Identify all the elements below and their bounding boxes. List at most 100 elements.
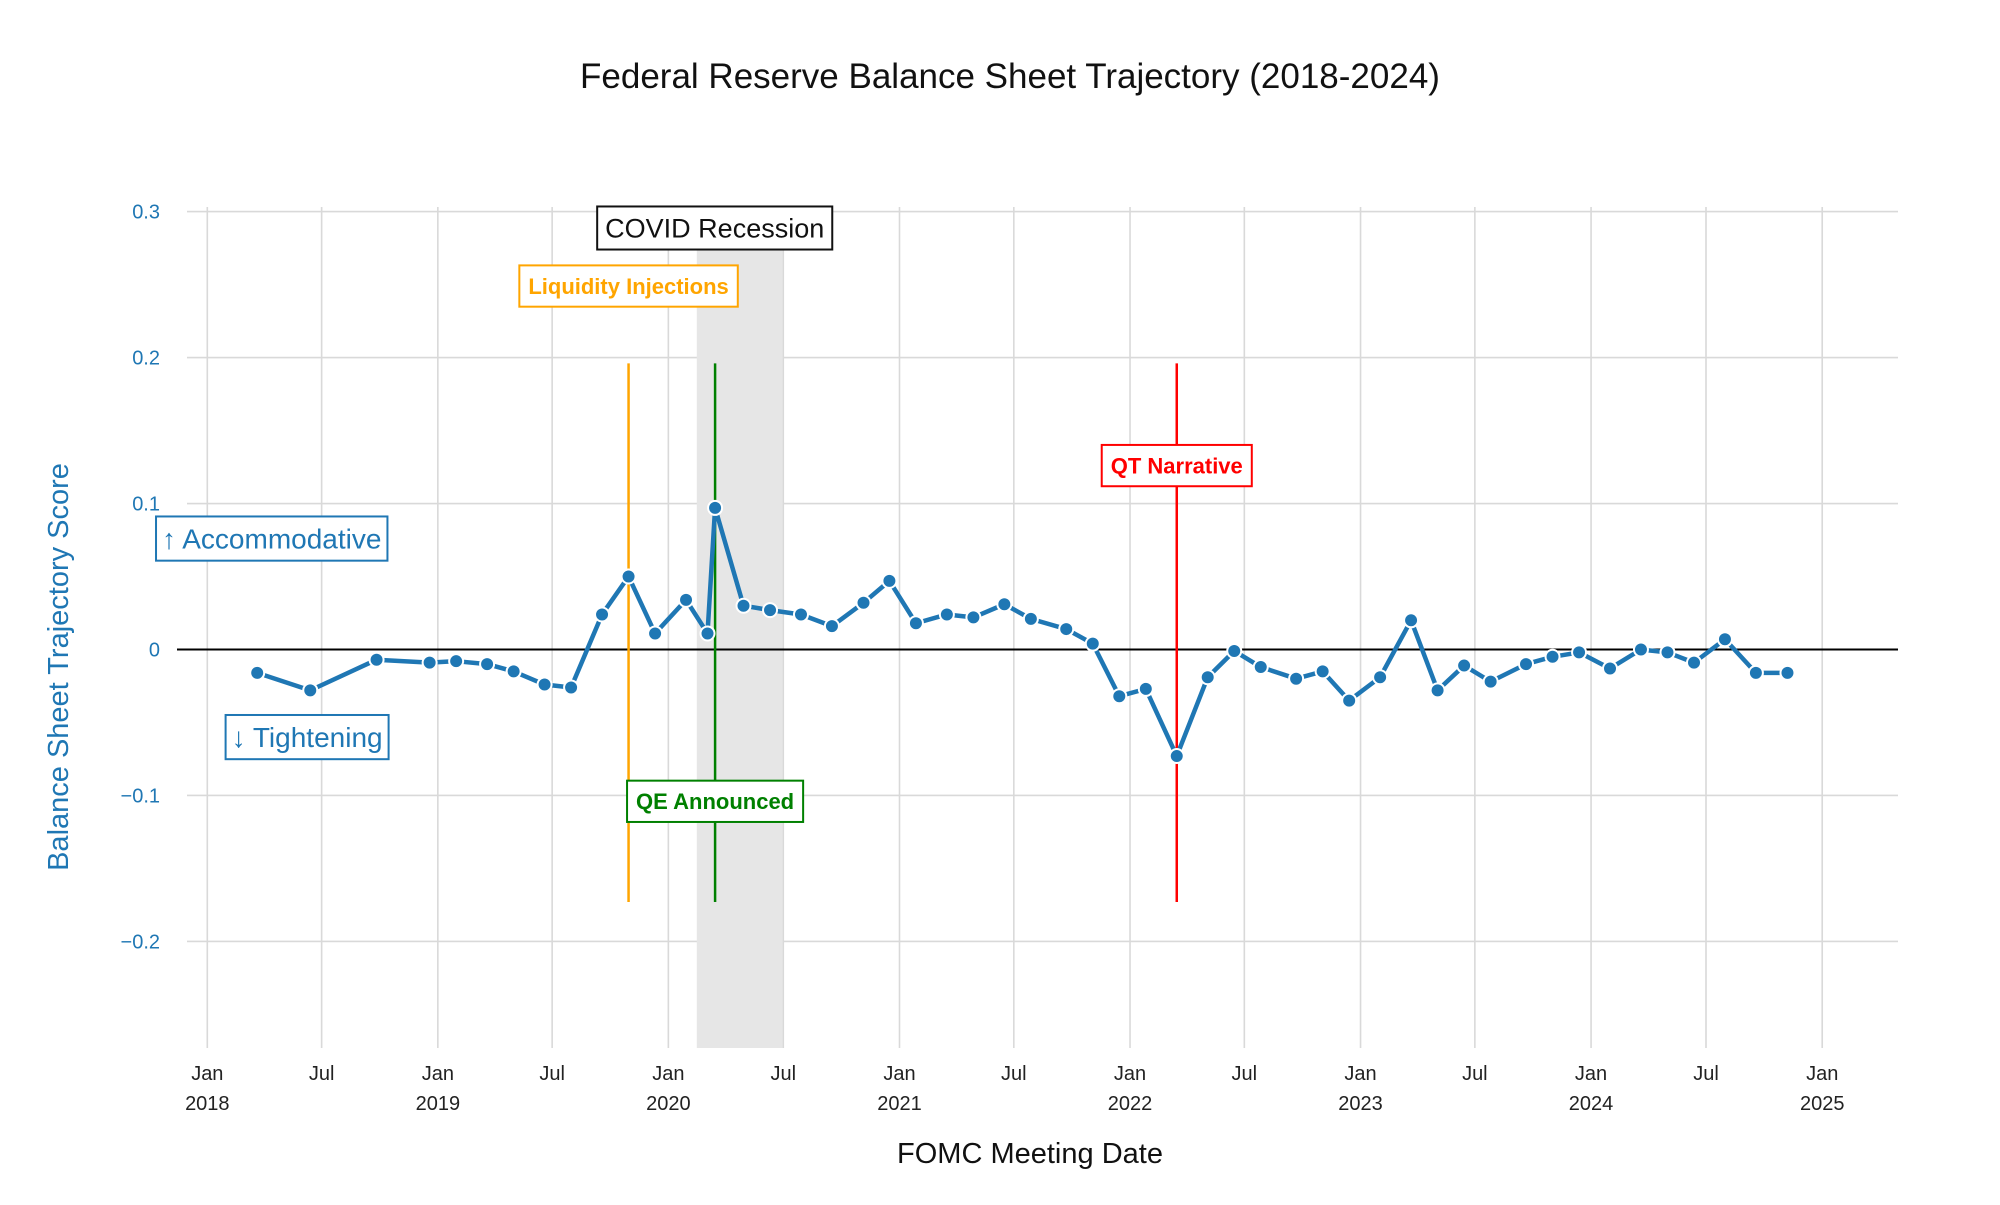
data-point xyxy=(1226,642,1243,659)
data-point xyxy=(1602,660,1619,677)
y-tick-label: 0.2 xyxy=(132,348,160,370)
data-point xyxy=(965,609,982,626)
data-point xyxy=(1632,641,1649,658)
direction-annotation-text: ↑ Accommodative xyxy=(162,524,381,555)
data-point xyxy=(996,596,1013,613)
x-tick-year: 2021 xyxy=(877,1093,922,1115)
data-point xyxy=(1341,692,1358,709)
event-label-box xyxy=(1100,443,1253,488)
x-tick-label: Jul xyxy=(1693,1063,1719,1085)
x-tick-label: Jan xyxy=(883,1063,915,1085)
data-point xyxy=(302,682,319,699)
series-line xyxy=(256,505,1788,759)
data-point xyxy=(368,651,385,668)
x-tick-year: 2023 xyxy=(1338,1093,1383,1115)
x-tick-year: 2025 xyxy=(1800,1093,1845,1115)
y-tick-label: 0.3 xyxy=(132,202,160,224)
data-point xyxy=(1544,648,1561,665)
x-tick-year: 2022 xyxy=(1108,1093,1153,1115)
data-point xyxy=(823,618,840,635)
direction-annotation-box xyxy=(224,713,390,761)
data-point xyxy=(620,568,637,585)
region-label-text: COVID Recession xyxy=(605,214,824,244)
y-axis-title: Balance Sheet Trajectory Score xyxy=(43,463,75,871)
y-tick-label: −0.1 xyxy=(121,785,160,807)
x-tick-year: 2024 xyxy=(1569,1093,1614,1115)
x-tick-label: Jan xyxy=(1806,1063,1838,1085)
covid-recession-region xyxy=(696,242,783,1048)
series-layer xyxy=(249,499,1796,765)
x-tick-label: Jul xyxy=(1232,1063,1258,1085)
data-point xyxy=(1571,644,1588,661)
x-tick-label: Jan xyxy=(1575,1063,1607,1085)
data-point xyxy=(699,625,716,642)
y-tick-label: 0 xyxy=(149,640,160,662)
data-point xyxy=(762,602,779,619)
data-point xyxy=(1456,657,1473,674)
data-point xyxy=(1659,644,1676,661)
data-point xyxy=(647,625,664,642)
x-tick-label: Jul xyxy=(771,1063,797,1085)
y-tick-label: 0.1 xyxy=(132,494,160,516)
x-tick-label: Jul xyxy=(1001,1063,1027,1085)
x-tick-label: Jan xyxy=(191,1063,223,1085)
data-point xyxy=(1199,669,1216,686)
data-point xyxy=(505,663,522,680)
direction-annotation-text: ↓ Tightening xyxy=(232,722,383,753)
data-point xyxy=(1372,669,1389,686)
data-point xyxy=(678,591,695,608)
data-point xyxy=(1288,670,1305,687)
data-point xyxy=(1058,621,1075,638)
data-point xyxy=(1518,656,1535,673)
data-point xyxy=(594,606,611,623)
x-tick-label: Jan xyxy=(422,1063,454,1085)
x-tick-label: Jan xyxy=(1114,1063,1146,1085)
event-labels-layer: COVID Recession Liquidity Injections QE An… xyxy=(155,205,1253,823)
data-point xyxy=(1429,682,1446,699)
data-point xyxy=(907,615,924,632)
event-label-box xyxy=(518,264,739,308)
data-point xyxy=(249,664,266,681)
data-point xyxy=(536,676,553,693)
chart-title: Federal Reserve Balance Sheet Trajectory… xyxy=(580,57,1440,96)
data-point xyxy=(1137,680,1154,697)
data-point xyxy=(563,679,580,696)
event-label-text: QT Narrative xyxy=(1111,454,1243,479)
data-point xyxy=(1482,673,1499,690)
data-point xyxy=(1686,654,1703,671)
data-point xyxy=(881,572,898,589)
data-point xyxy=(1168,748,1185,765)
x-tick-label: Jan xyxy=(1344,1063,1376,1085)
data-point xyxy=(792,606,809,623)
data-point xyxy=(707,499,724,516)
event-label-text: QE Announced xyxy=(636,789,794,814)
data-point xyxy=(855,594,872,611)
data-point xyxy=(1084,635,1101,652)
x-tick-label: Jul xyxy=(539,1063,565,1085)
data-point xyxy=(1716,631,1733,648)
data-point xyxy=(1022,610,1039,627)
data-point xyxy=(735,597,752,614)
region-label-box xyxy=(596,205,834,251)
grid-layer xyxy=(187,207,1898,1048)
data-point xyxy=(1111,688,1128,705)
y-tick-label: −0.2 xyxy=(121,931,160,953)
x-axis-title: FOMC Meeting Date xyxy=(897,1138,1163,1170)
data-point xyxy=(448,653,465,670)
x-tick-year: 2019 xyxy=(416,1093,461,1115)
event-label-box xyxy=(626,779,805,823)
x-tick-label: Jan xyxy=(652,1063,684,1085)
shaded-regions-layer xyxy=(696,242,783,1048)
data-point xyxy=(938,606,955,623)
data-point xyxy=(479,656,496,673)
direction-annotation-box xyxy=(155,515,389,562)
data-point xyxy=(1314,663,1331,680)
data-point xyxy=(1747,664,1764,681)
x-tick-year: 2020 xyxy=(646,1093,691,1115)
data-point xyxy=(421,654,438,671)
event-label-text: Liquidity Injections xyxy=(528,274,728,299)
data-point xyxy=(1403,612,1420,629)
x-tick-label: Jul xyxy=(1462,1063,1488,1085)
